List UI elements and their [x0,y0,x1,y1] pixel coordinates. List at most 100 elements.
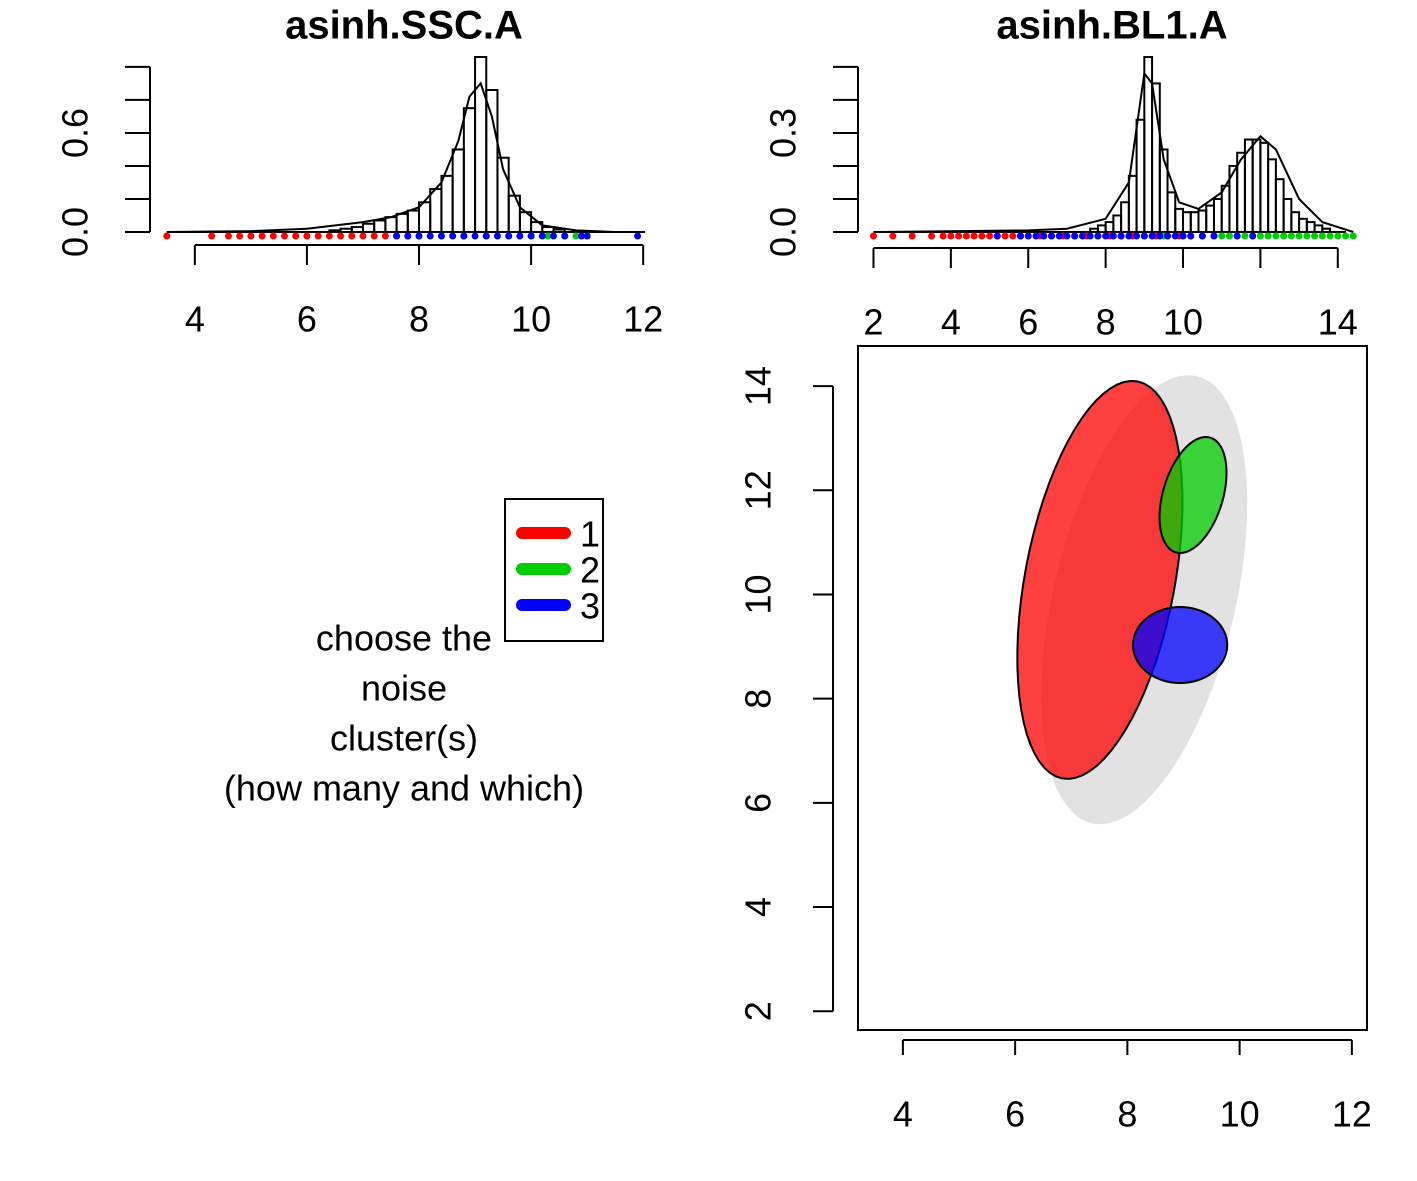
y-tick-label: 0.0 [55,207,96,257]
rug-point [1295,232,1303,240]
bar [1220,184,1231,234]
rug-point [962,232,970,240]
prompt-line: noise [361,668,447,709]
rug-point [1055,232,1063,240]
rug-point [1040,232,1048,240]
rug-point [208,232,216,240]
bar [1120,201,1130,234]
y-tick-label: 12 [738,470,779,510]
prompt-line: choose the [316,618,492,659]
rug-point [634,232,642,240]
x-tick-label: 6 [1018,302,1038,343]
rug-point [578,232,586,240]
rug-point [1156,232,1164,240]
rug-point [247,232,255,240]
bar [1282,197,1293,233]
rug-point [550,232,558,240]
rug-point [1109,232,1117,240]
prompt-line: (how many and which) [224,768,584,809]
rug-point [1094,232,1102,240]
rug-point [1047,232,1055,240]
rug-point [236,232,244,240]
rug-point [1287,232,1295,240]
x-tick-label: 6 [297,299,317,340]
cluster-ellipse [1158,436,1228,554]
rug-point [1210,232,1218,240]
rug-point [224,232,232,240]
bar [440,174,454,233]
rug-point [337,232,345,240]
rug-point [426,232,434,240]
bar [1205,204,1215,233]
rug-point [281,232,289,240]
rug-point [292,232,300,240]
rug-point [1140,232,1148,240]
x-tick-label: 4 [185,299,205,340]
rug-point [544,232,552,240]
x-tick-label: 8 [409,299,429,340]
x-tick-label: 8 [1096,302,1116,343]
rug-point [415,232,423,240]
x-tick-label: 4 [893,1094,913,1135]
bar [373,219,387,233]
rug-point [482,232,490,240]
x-tick-label: 12 [1332,1094,1372,1135]
bar [485,89,499,233]
rug-point [1303,232,1311,240]
rug-point [258,232,266,240]
bar [1212,197,1223,233]
y-tick-label: 0.3 [763,108,804,158]
bar [1182,211,1192,233]
bar [395,212,409,234]
bar [429,188,443,233]
rug-point [538,232,546,240]
rug-point [1171,232,1179,240]
legend-box [504,498,604,642]
rug-point [1078,232,1086,240]
rug-point [986,232,994,240]
rug-point [1342,232,1350,240]
rug-point [1164,232,1172,240]
rug-point [1272,232,1280,240]
rug-point [1233,232,1241,240]
rug-point [325,232,333,240]
bar [1112,214,1123,234]
rug-point [505,232,513,240]
rug-point [1148,232,1156,240]
rug-point [527,232,535,240]
rug-point [269,232,277,240]
rug-point [303,232,311,240]
rug-point [1198,232,1206,240]
rug-point [460,232,468,240]
rug-point [928,232,936,240]
rug-point [1249,232,1257,240]
bar [1174,207,1185,234]
rug-point [1311,232,1319,240]
y-tick-label: 4 [738,897,779,917]
rug-point [978,232,986,240]
bar [462,107,477,233]
cluster-ellipse [1131,605,1229,685]
bar [1251,138,1262,233]
bar [1305,221,1316,234]
rug-point [1280,232,1288,240]
rug-point [947,232,955,240]
rug-point [449,232,457,240]
rug-point [1218,232,1226,240]
prompt-line: cluster(s) [330,718,478,759]
rug-point [493,232,501,240]
rug-point [1349,232,1357,240]
rug-point [572,232,580,240]
rug-point [163,232,171,240]
rug-point [1024,232,1032,240]
chart-title: asinh.SSC.A [285,4,523,48]
rug-point [1225,232,1233,240]
legend-label: 2 [580,550,600,591]
rug-point [516,232,524,240]
rug-point [1063,232,1071,240]
rug-point [314,232,322,240]
plot-box [857,345,1368,1031]
density-curve [166,81,616,233]
rug-point [1032,232,1040,240]
